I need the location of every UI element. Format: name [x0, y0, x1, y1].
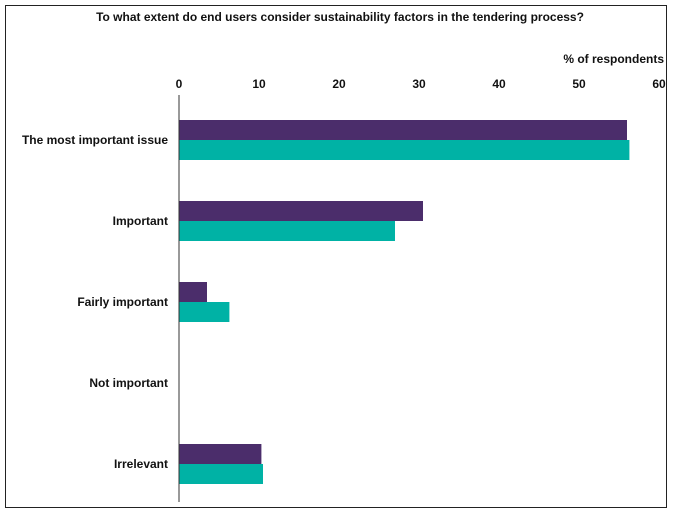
x-tick-label: 10	[252, 77, 266, 91]
bars-group	[179, 120, 630, 484]
x-axis-label: % of respondents	[563, 52, 664, 66]
chart-frame	[5, 5, 667, 508]
category-label: Not important	[89, 376, 168, 390]
bar-series-2	[179, 221, 395, 241]
bar-series-2	[179, 140, 630, 160]
category-label: Important	[113, 214, 168, 228]
category-labels-group: The most important issue Important Fairly …	[22, 133, 168, 471]
chart-title: To what extent do end users consider sus…	[96, 10, 584, 24]
category-label: Irrelevant	[114, 457, 168, 471]
category-label: Fairly important	[77, 295, 168, 309]
bar-series-1	[179, 120, 627, 140]
x-tick-label: 40	[492, 77, 506, 91]
bar-series-1	[179, 201, 423, 221]
bar-series-1	[179, 282, 207, 302]
x-tick-label: 50	[572, 77, 586, 91]
category-label: The most important issue	[22, 133, 168, 147]
x-tick-label: 60	[652, 77, 666, 91]
bar-series-1	[179, 444, 262, 464]
x-ticks-group: 0 10 20 30 40 50 60	[176, 77, 666, 91]
x-tick-label: 20	[332, 77, 346, 91]
bar-series-2	[179, 302, 230, 322]
bar-series-2	[179, 464, 263, 484]
x-tick-label: 30	[412, 77, 426, 91]
x-tick-label: 0	[176, 77, 183, 91]
